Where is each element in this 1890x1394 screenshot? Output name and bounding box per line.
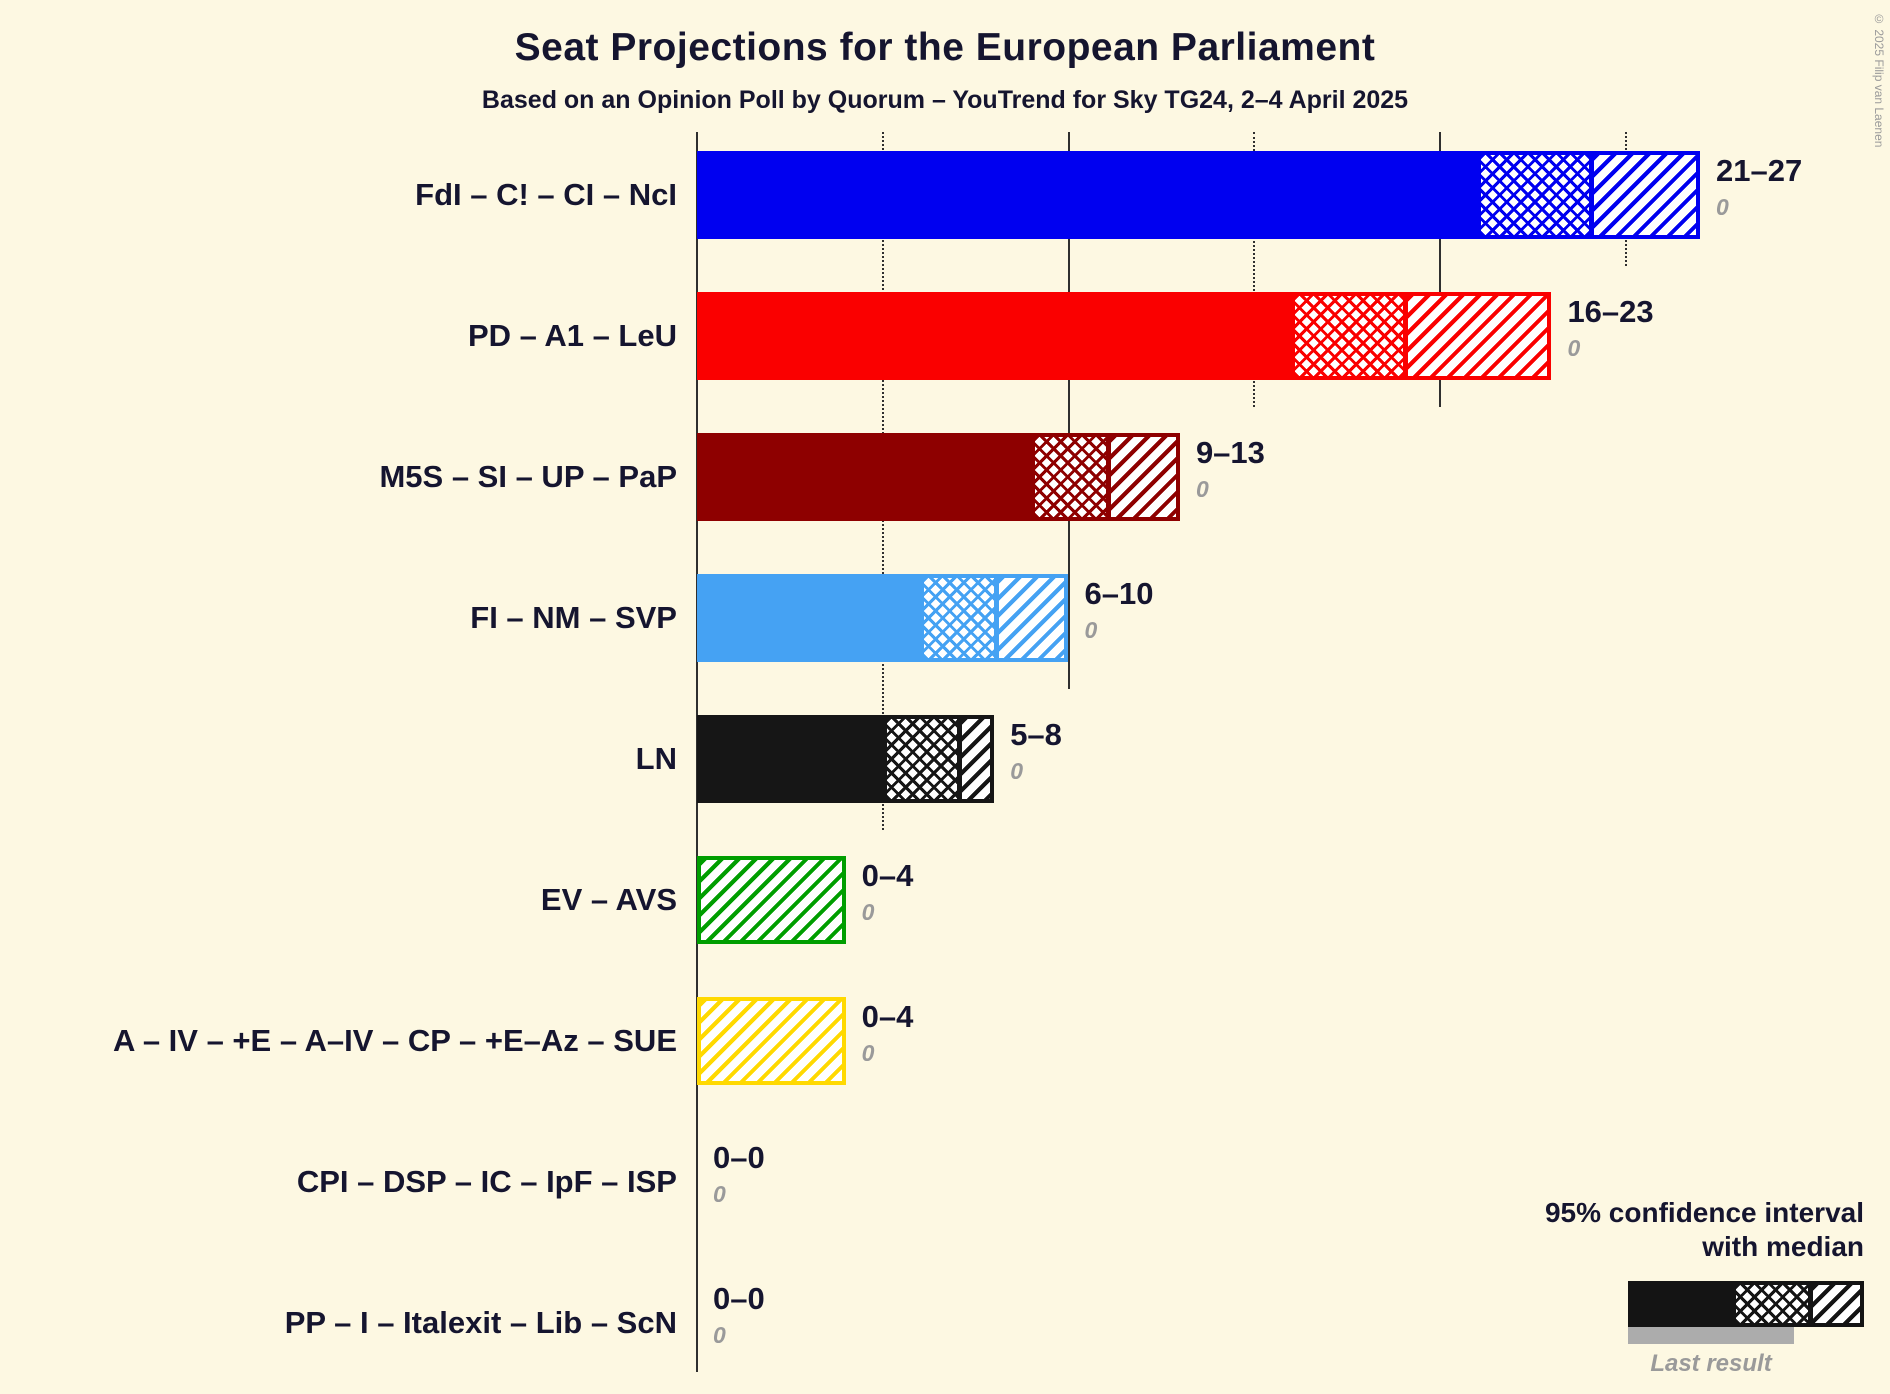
value-label-block: 0–0 0 xyxy=(713,1140,765,1208)
bar-crosshatch-segment xyxy=(1035,437,1106,517)
party-label: EV – AVS xyxy=(540,882,677,917)
ci-range-label: 0–0 xyxy=(713,1281,765,1316)
legend: 95% confidence interval with median Last… xyxy=(1244,1196,1864,1378)
last-result-label: 0 xyxy=(861,1039,875,1066)
value-label-block: 0–0 0 xyxy=(713,1281,765,1349)
bar-diagonal-segment xyxy=(962,719,991,799)
last-result-label: 0 xyxy=(861,898,875,925)
bar-diagonal-segment xyxy=(701,1001,842,1081)
last-result-label: 0 xyxy=(713,1180,726,1207)
legend-sample-median-line xyxy=(1807,1284,1813,1323)
value-label-block: 16–23 0 xyxy=(1567,294,1653,362)
legend-title-line1: 95% confidence interval xyxy=(1544,1197,1864,1228)
ci-range-label: 6–10 xyxy=(1084,576,1154,611)
bar-confidence-interval xyxy=(1477,151,1701,239)
last-result-label: 0 xyxy=(1084,616,1098,643)
bar-crosshatch-segment xyxy=(886,719,958,799)
projection-bar xyxy=(697,856,846,944)
bar-diagonal-segment xyxy=(1110,437,1176,517)
ci-range-label: 5–8 xyxy=(1010,717,1062,752)
legend-sample-crosshatch-segment xyxy=(1735,1284,1808,1323)
legend-title-line2: with median xyxy=(1702,1231,1864,1263)
legend-sample-solid-segment xyxy=(1628,1280,1732,1327)
legend-last-result-label: Last result xyxy=(1650,1349,1772,1377)
projection-bar xyxy=(697,433,1180,521)
bar-confidence-interval xyxy=(697,997,846,1085)
party-label: M5S – SI – UP – PaP xyxy=(379,459,677,494)
bar-median-line xyxy=(994,578,1000,658)
party-label: FdI – C! – CI – NcI xyxy=(415,177,677,212)
bar-diagonal-segment xyxy=(999,578,1065,658)
ci-range-label: 0–4 xyxy=(861,858,914,893)
bar-solid-segment xyxy=(697,715,883,803)
bar-confidence-interval xyxy=(1291,292,1552,380)
bar-solid-segment xyxy=(697,292,1292,380)
projection-bar xyxy=(697,292,1552,380)
value-label-block: 6–10 0 xyxy=(1085,576,1154,644)
party-label: PP – I – Italexit – Lib – ScN xyxy=(284,1305,677,1340)
ci-range-label: 0–0 xyxy=(713,1140,765,1175)
bar-solid-segment xyxy=(697,151,1478,239)
bar-median-line xyxy=(1105,437,1111,517)
bar-diagonal-segment xyxy=(1407,296,1548,376)
projection-bar xyxy=(697,997,846,1085)
ci-range-label: 16–23 xyxy=(1567,294,1654,329)
bar-crosshatch-segment xyxy=(1295,296,1403,376)
value-label-block: 0–4 0 xyxy=(862,999,914,1067)
legend-sample-bar xyxy=(1628,1280,1864,1327)
legend-sample-confidence-interval xyxy=(1731,1280,1864,1327)
last-result-label: 0 xyxy=(713,1321,726,1348)
bar-diagonal-segment xyxy=(701,860,842,940)
bar-median-line xyxy=(1402,296,1408,376)
gridline-10-seats xyxy=(1067,132,1070,689)
copyright-note: © 2025 Filip van Laenen xyxy=(1872,12,1886,148)
bar-confidence-interval xyxy=(919,574,1069,662)
bar-crosshatch-segment xyxy=(923,578,995,658)
party-label: CPI – DSP – IC – IpF – ISP xyxy=(296,1164,677,1199)
party-label: LN xyxy=(635,741,677,776)
ci-range-label: 0–4 xyxy=(861,999,914,1034)
projection-bar xyxy=(697,574,1069,662)
bar-median-line xyxy=(1588,155,1594,235)
gridline-20-seats xyxy=(1439,132,1441,407)
bar-solid-segment xyxy=(697,433,1032,521)
bar-crosshatch-segment xyxy=(1481,155,1589,235)
party-label: A – IV – +E – A–IV – CP – +E–Az – SUE xyxy=(112,1023,677,1058)
value-label-block: 5–8 0 xyxy=(1010,717,1062,785)
value-label-block: 0–4 0 xyxy=(862,858,914,926)
gridline-15-seats xyxy=(1253,132,1256,407)
party-label: FI – NM – SVP xyxy=(470,600,677,635)
bar-confidence-interval xyxy=(697,856,846,944)
bar-confidence-interval xyxy=(882,715,995,803)
projection-bar xyxy=(697,151,1701,239)
bar-solid-segment xyxy=(697,574,920,662)
chart-subtitle: Based on an Opinion Poll by Quorum – You… xyxy=(481,86,1409,114)
projection-bar xyxy=(697,715,995,803)
bar-confidence-interval xyxy=(1031,433,1180,521)
chart-title: Seat Projections for the European Parlia… xyxy=(514,26,1376,69)
ci-range-label: 9–13 xyxy=(1195,435,1265,470)
last-result-label: 0 xyxy=(1716,193,1729,220)
party-label: PD – A1 – LeU xyxy=(467,318,677,353)
value-label-block: 9–13 0 xyxy=(1196,435,1265,503)
ci-range-label: 21–27 xyxy=(1716,153,1803,188)
last-result-label: 0 xyxy=(1567,334,1581,361)
last-result-label: 0 xyxy=(1195,475,1209,502)
bar-median-line xyxy=(957,719,963,799)
value-label-block: 21–27 0 xyxy=(1716,153,1802,221)
last-result-label: 0 xyxy=(1010,757,1023,784)
legend-last-result-bar xyxy=(1628,1326,1794,1344)
bar-diagonal-segment xyxy=(1593,155,1697,235)
legend-sample-diagonal-segment xyxy=(1812,1284,1860,1323)
